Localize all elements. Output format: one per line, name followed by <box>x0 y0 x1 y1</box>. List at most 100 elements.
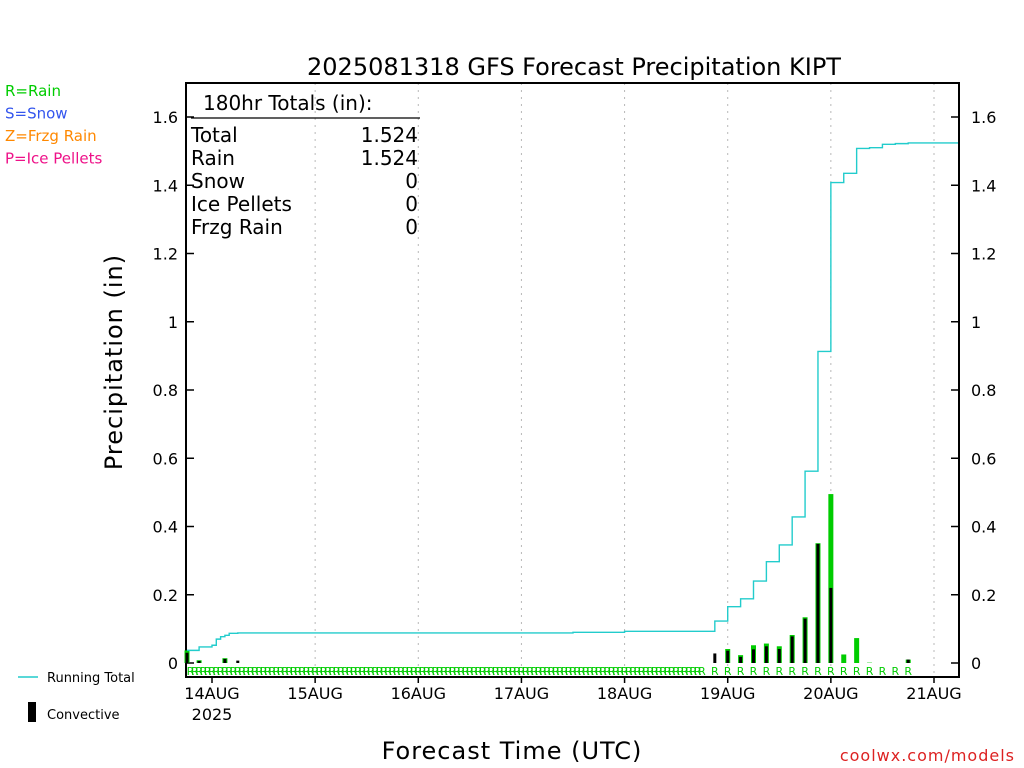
rain-marker: R <box>238 665 246 678</box>
rain-marker: R <box>548 665 556 678</box>
ytick-label-right-6: 1.2 <box>971 245 996 264</box>
legend-convective-swatch <box>28 702 36 722</box>
rain-marker: R <box>376 665 384 678</box>
rain-marker: R <box>625 665 633 678</box>
rain-marker: R <box>432 665 440 678</box>
rain-marker: R <box>316 665 324 678</box>
totals-header: 180hr Totals (in): <box>203 91 373 115</box>
rain-marker: R <box>290 665 298 678</box>
rain-marker: R <box>651 665 659 678</box>
ytick-label-left-5: 1 <box>168 313 178 332</box>
rain-marker: R <box>891 665 899 678</box>
rain-marker: R <box>659 665 667 678</box>
rain-marker: R <box>264 665 272 678</box>
rain-marker: R <box>711 665 719 678</box>
totals-value-2: 0 <box>405 169 418 193</box>
rain-marker: R <box>363 665 371 678</box>
rain-marker: R <box>191 665 199 678</box>
rain-marker: R <box>212 665 220 678</box>
rain-marker: R <box>518 665 526 678</box>
convective-bar-14 <box>906 659 910 663</box>
ytick-label-right-5: 1 <box>971 313 981 332</box>
rain-marker: R <box>543 665 551 678</box>
rain-marker: R <box>556 665 564 678</box>
rain-marker: R <box>208 665 216 678</box>
rain-marker: R <box>788 665 796 678</box>
totals-value-3: 0 <box>405 192 418 216</box>
rain-marker: R <box>522 665 530 678</box>
rain-marker: R <box>303 665 311 678</box>
convective-bar-12 <box>816 543 820 663</box>
ytick-label-left-0: 0 <box>168 654 178 673</box>
rain-marker: R <box>281 665 289 678</box>
rain-marker: R <box>904 665 912 678</box>
rain-marker: R <box>187 665 195 678</box>
rain-marker: R <box>470 665 478 678</box>
convective-bar-1 <box>197 660 201 663</box>
y-axis-left: 0 0.2 0.4 0.6 0.8 1 1.2 1.4 1.6 <box>153 108 194 673</box>
x-axis: 14AUG 15AUG 16AUG 17AUG 18AUG 19AUG 20AUG 21AUG <box>184 677 962 703</box>
rain-marker: R <box>419 665 427 678</box>
convective-bar-7 <box>752 649 755 663</box>
rain-marker: R <box>629 665 637 678</box>
rain-marker: R <box>286 665 294 678</box>
rain-marker: R <box>402 665 410 678</box>
rain-marker: R <box>565 665 573 678</box>
rain-marker: R <box>668 665 676 678</box>
rain-marker: R <box>251 665 259 678</box>
rain-marker: R <box>586 665 594 678</box>
convective-bar-10 <box>790 636 794 663</box>
rain-marker: R <box>647 665 655 678</box>
rain-marker: R <box>423 665 431 678</box>
rain-marker: R <box>513 665 521 678</box>
legend-running-total-label: Running Total <box>47 671 135 686</box>
rain-marker: R <box>260 665 268 678</box>
rain-marker: R <box>221 665 229 678</box>
rain-marker: R <box>217 665 225 678</box>
rain-marker: R <box>307 665 315 678</box>
rain-marker: R <box>350 665 358 678</box>
rain-marker: R <box>814 665 822 678</box>
convective-bar-2 <box>223 658 227 663</box>
rain-marker: R <box>853 665 861 678</box>
rain-marker: R <box>243 665 251 678</box>
rain-bars <box>184 494 911 663</box>
rain-marker: R <box>393 665 401 678</box>
rain-marker: R <box>604 665 612 678</box>
ytick-label-left-7: 1.4 <box>153 176 178 195</box>
xtick-label-5: 19AUG <box>700 684 755 703</box>
rain-marker: R <box>492 665 500 678</box>
rain-marker: R <box>698 665 706 678</box>
rain-marker: R <box>539 665 547 678</box>
rain-marker: R <box>354 665 362 678</box>
xtick-label-7: 21AUG <box>906 684 961 703</box>
xtick-label-3: 17AUG <box>494 684 549 703</box>
rain-marker: R <box>599 665 607 678</box>
rain-marker: R <box>612 665 620 678</box>
rain-marker: R <box>595 665 603 678</box>
footer-credit[interactable]: coolwx.com/models <box>840 746 1015 765</box>
ytick-label-left-1: 0.2 <box>153 586 178 605</box>
rain-bar-14 <box>854 638 860 663</box>
totals-label-2: Snow <box>191 169 245 193</box>
rain-marker: R <box>694 665 702 678</box>
running-total-line <box>187 142 958 652</box>
ytick-label-right-3: 0.6 <box>971 449 996 468</box>
ytick-label-left-3: 0.6 <box>153 449 178 468</box>
rain-marker: R <box>642 665 650 678</box>
rain-marker: R <box>879 665 887 678</box>
rain-marker: R <box>578 665 586 678</box>
rain-marker: R <box>664 665 672 678</box>
rain-marker: R <box>234 665 242 678</box>
rain-marker: R <box>535 665 543 678</box>
rain-marker: R <box>479 665 487 678</box>
ytick-label-right-0: 0 <box>971 654 981 673</box>
rain-marker: R <box>371 665 379 678</box>
rain-marker: R <box>200 665 208 678</box>
rain-marker: R <box>840 665 848 678</box>
rain-marker: R <box>677 665 685 678</box>
rain-marker: R <box>324 665 332 678</box>
rain-marker: R <box>329 665 337 678</box>
rain-marker: R <box>763 665 771 678</box>
rain-marker: R <box>466 665 474 678</box>
